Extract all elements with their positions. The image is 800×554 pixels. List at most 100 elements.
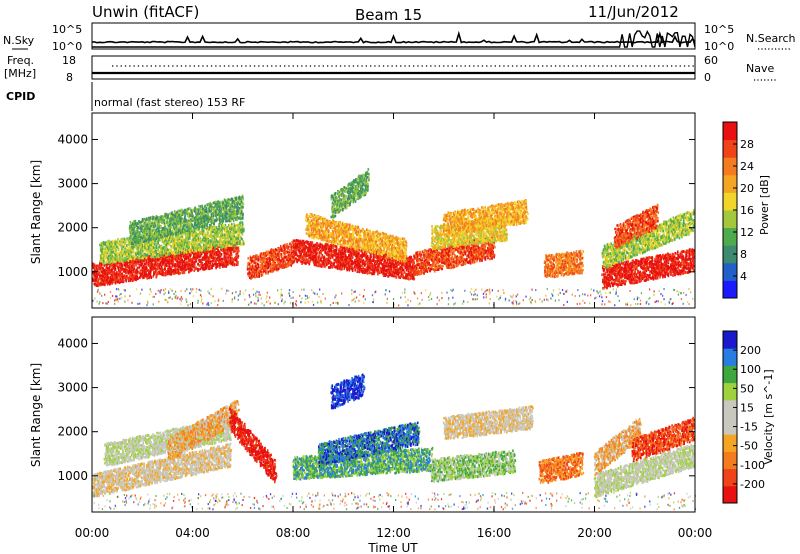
scatter-cell bbox=[119, 278, 121, 281]
freq-tick-top: 18 bbox=[62, 54, 76, 67]
scatter-cell bbox=[133, 265, 135, 268]
scatter-cell bbox=[95, 265, 97, 268]
scatter-cell bbox=[217, 249, 219, 252]
scatter-cell bbox=[100, 275, 102, 278]
nsearch-label: N.Search bbox=[746, 32, 796, 45]
scatter-cell bbox=[106, 279, 108, 282]
scatter-cell bbox=[126, 270, 128, 273]
scatter-cell bbox=[112, 277, 114, 280]
scatter-cell bbox=[151, 261, 153, 264]
scatter-cell bbox=[197, 255, 199, 258]
freq-strip: Freq. [MHz] 18 8 60 0 Nave bbox=[4, 54, 776, 84]
scatter-cell bbox=[124, 275, 126, 278]
scatter-cell bbox=[94, 282, 96, 285]
scatter-cell bbox=[192, 263, 194, 266]
scatter-cell bbox=[184, 258, 186, 261]
scatter-cell bbox=[162, 269, 164, 272]
scatter-cell bbox=[127, 276, 129, 279]
scatter-cell bbox=[140, 269, 142, 272]
scatter-cell bbox=[135, 264, 137, 267]
scatter-cell bbox=[157, 272, 159, 275]
scatter-cell bbox=[146, 273, 148, 276]
scatter-cell bbox=[129, 263, 131, 266]
scatter-cell bbox=[211, 267, 213, 270]
scatter-cell bbox=[99, 267, 101, 270]
scatter-cell bbox=[205, 256, 207, 259]
scatter-cell bbox=[157, 268, 159, 271]
scatter-cell bbox=[215, 267, 217, 270]
scatter-cell bbox=[115, 268, 117, 271]
nsearch-trace bbox=[92, 31, 695, 47]
scatter-cell bbox=[104, 284, 106, 287]
radar-figure: Unwin (fitACF) Beam 15 11/Jun/2012 N.Sky… bbox=[0, 0, 800, 554]
scatter-cell bbox=[210, 260, 212, 263]
scatter-cell bbox=[121, 263, 123, 266]
scatter-cell bbox=[155, 265, 157, 268]
date-title: 11/Jun/2012 bbox=[588, 3, 679, 21]
cpid-strip: CPID normal (fast stereo) 153 RF bbox=[6, 82, 245, 111]
nsearch-tick-top: 10^5 bbox=[704, 23, 734, 36]
scatter-cell bbox=[210, 267, 212, 270]
scatter-cell bbox=[199, 256, 201, 259]
scatter-cell bbox=[174, 264, 176, 267]
station-title: Unwin (fitACF) bbox=[92, 3, 199, 21]
nsky-label: N.Sky bbox=[3, 34, 35, 47]
nsky-tick-top: 10^5 bbox=[52, 23, 82, 36]
scatter-cell bbox=[96, 265, 98, 268]
scatter-cell bbox=[101, 278, 103, 281]
scatter-cell bbox=[161, 273, 163, 276]
scatter-cell bbox=[199, 264, 201, 267]
scatter-cell bbox=[198, 268, 200, 271]
scatter-cell bbox=[215, 261, 217, 264]
freq-label-1: Freq. bbox=[7, 54, 34, 67]
scatter-cell bbox=[117, 281, 119, 284]
nave-tick-top: 60 bbox=[704, 54, 718, 67]
power-scatter bbox=[92, 168, 695, 306]
nave-label: Nave bbox=[746, 62, 774, 75]
scatter-cell bbox=[153, 273, 155, 276]
scatter-cell bbox=[217, 265, 219, 268]
nsky-strip: N.Sky 10^5 10^0 10^5 10^0 N.Search bbox=[3, 23, 796, 53]
scatter-cell bbox=[149, 276, 151, 279]
scatter-cell bbox=[150, 275, 152, 278]
scatter-cell bbox=[206, 264, 208, 267]
scatter-cell bbox=[110, 276, 112, 279]
scatter-cell bbox=[123, 279, 125, 282]
scatter-cell bbox=[116, 271, 118, 274]
scatter-cell bbox=[98, 278, 100, 281]
nsearch-tick-bottom: 10^0 bbox=[704, 40, 734, 53]
scatter-cell bbox=[189, 253, 191, 256]
scatter-cell bbox=[200, 268, 202, 271]
scatter-cell bbox=[113, 264, 115, 267]
scatter-cell bbox=[167, 265, 169, 268]
scatter-cell bbox=[104, 281, 106, 284]
scatter-cell bbox=[98, 272, 100, 275]
scatter-cell bbox=[94, 267, 96, 270]
scatter-cell bbox=[184, 271, 186, 274]
scatter-cell bbox=[149, 262, 151, 265]
scatter-cell bbox=[110, 273, 112, 276]
scatter-cell bbox=[128, 278, 130, 281]
freq-tick-bottom: 8 bbox=[66, 71, 73, 84]
scatter-cell bbox=[187, 264, 189, 267]
scatter-cell bbox=[170, 268, 172, 271]
scatter-cell bbox=[134, 268, 136, 271]
scatter-cell bbox=[215, 258, 217, 261]
scatter-cell bbox=[190, 254, 192, 257]
scatter-cell bbox=[117, 278, 119, 281]
scatter-cell bbox=[193, 269, 195, 272]
scatter-cell bbox=[122, 267, 124, 270]
scatter-cell bbox=[158, 259, 160, 262]
nave-tick-bottom: 0 bbox=[704, 71, 711, 84]
scatter-cell bbox=[137, 278, 139, 281]
scatter-cell bbox=[189, 257, 191, 260]
scatter-cell bbox=[121, 272, 123, 275]
scatter-cell bbox=[146, 266, 148, 269]
nsky-trace bbox=[92, 34, 695, 43]
scatter-cell bbox=[112, 281, 114, 284]
scatter-cell bbox=[111, 263, 113, 266]
nsky-tick-bottom: 10^0 bbox=[52, 40, 82, 53]
scatter-cell bbox=[175, 267, 177, 270]
cpid-label: CPID bbox=[6, 90, 35, 103]
scatter-cell bbox=[135, 279, 137, 282]
